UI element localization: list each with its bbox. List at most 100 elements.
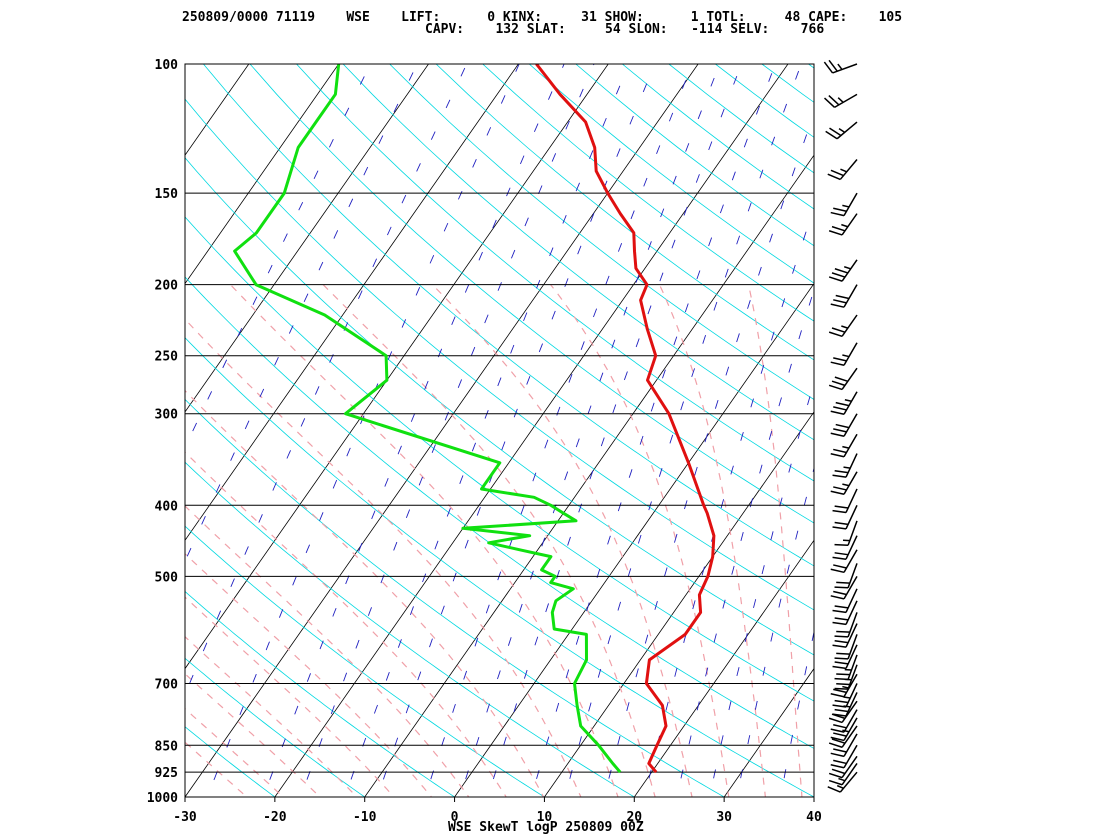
dry-adiabat-line	[185, 398, 725, 797]
wind-barb-full-flag	[830, 361, 845, 366]
wind-barb	[830, 471, 858, 496]
wind-barb-full-flag	[831, 225, 846, 232]
moist-adiabat-line	[748, 284, 803, 797]
sounding-header-line2: CAPV: 132 SLAT: 54 SLON: -114 SELV: 766	[425, 22, 825, 37]
wind-barb	[823, 59, 858, 74]
wind-barb	[830, 744, 858, 769]
wind-barb-full-flag	[828, 95, 840, 106]
dry-adiabat-line	[389, 64, 814, 400]
wind-barb-full-flag	[833, 732, 847, 737]
moist-adiabat-line	[432, 284, 693, 797]
dry-adiabat-line	[202, 64, 814, 567]
wind-barb-full-flag	[824, 97, 835, 108]
wind-barb-full-flag	[830, 752, 845, 758]
wind-barb-full-flag	[833, 688, 847, 694]
pressure-tick-label: 300	[155, 408, 179, 423]
wind-barb	[828, 763, 858, 786]
moist-adiabat-line	[185, 636, 358, 797]
wind-barb-shaft	[843, 413, 858, 437]
mixing-ratio-line	[709, 380, 814, 797]
wind-barb-shaft	[834, 93, 858, 108]
temperature-tick-label: 20	[626, 810, 642, 825]
wind-barb-shaft	[843, 284, 858, 308]
pressure-tick-label: 1000	[147, 791, 178, 806]
wind-barb-full-flag	[834, 617, 849, 621]
wind-barb	[830, 717, 858, 742]
wind-barb-full-flag	[834, 687, 849, 690]
wind-barb	[830, 284, 858, 308]
wind-barb-full-flag	[833, 207, 847, 212]
temperature-tick-label: -30	[173, 810, 197, 825]
dry-adiabat-line	[342, 64, 814, 441]
wind-barb	[832, 623, 858, 648]
dry-adiabat-line	[807, 64, 814, 69]
wind-barb-half-flag	[840, 168, 848, 173]
wind-barb-full-flag	[830, 595, 845, 600]
isotherm-line	[185, 64, 430, 413]
wind-barb-full-flag	[834, 708, 849, 713]
wind-barb	[830, 342, 858, 366]
wind-barb-shaft	[843, 342, 858, 366]
wind-barb-half-flag	[836, 784, 844, 789]
wind-barb-half-flag	[837, 63, 843, 70]
wind-barb	[832, 588, 858, 614]
wind-barb-full-flag	[830, 490, 845, 496]
wind-barb-full-flag	[834, 552, 849, 556]
wind-barb-full-flag	[828, 717, 843, 724]
wind-barb	[828, 213, 858, 236]
moist-adiabat-line	[185, 451, 507, 797]
wind-barb-shaft	[841, 213, 858, 236]
wind-barb-shaft	[845, 600, 858, 625]
wind-barb-full-flag	[831, 738, 846, 744]
moist-adiabat-line	[185, 318, 582, 797]
wind-barb-half-flag	[842, 354, 850, 358]
profiles	[233, 64, 716, 774]
sounding-header-line1: 250809/0000 71119 WSE LIFT: 0 KINX: 31 S…	[182, 10, 903, 25]
wind-barb	[834, 520, 858, 547]
wind-barb-full-flag	[830, 764, 845, 769]
wind-barb-shaft	[843, 471, 858, 495]
wind-barb-full-flag	[828, 230, 843, 236]
plot-frame	[184, 63, 815, 798]
wind-barb-full-flag	[833, 406, 847, 411]
isotherm-line	[274, 64, 789, 797]
temperature-tick-label: 30	[716, 810, 732, 825]
moist-adiabat-line	[658, 284, 767, 797]
pressure-tick-label: 400	[155, 499, 179, 514]
wind-barb	[834, 664, 858, 690]
isotherm-line	[0, 30, 93, 812]
wind-barb	[828, 259, 858, 282]
wind-barb	[832, 535, 858, 560]
wind-barb-full-flag	[832, 621, 847, 626]
temperature-tick-label: 10	[537, 810, 553, 825]
temperature-tick-label: 0	[451, 810, 459, 825]
wind-barb	[834, 563, 858, 589]
wind-barb	[830, 673, 858, 698]
wind-barb-full-flag	[834, 376, 849, 382]
dewpoint-profile-line	[233, 64, 622, 774]
wind-barb-half-flag	[837, 97, 844, 103]
wind-barb-full-flag	[835, 294, 850, 300]
wind-barb-shaft	[841, 700, 858, 723]
dry-adiabat-line	[185, 157, 814, 656]
wind-barb-half-flag	[838, 777, 846, 782]
wind-barb-half-flag	[838, 128, 846, 133]
moist-adiabat-line	[185, 596, 395, 797]
wind-barb	[832, 683, 858, 708]
wind-barb	[830, 192, 858, 217]
wind-barb-full-flag	[828, 59, 838, 72]
isotherm-line	[543, 411, 814, 797]
moist-adiabat-line	[230, 284, 619, 797]
wind-barb-full-flag	[834, 635, 849, 638]
wind-barb-full-flag	[827, 786, 841, 793]
isotherm-line	[723, 667, 814, 797]
wind-barb-shaft	[841, 259, 858, 282]
isotherm-line	[454, 282, 814, 797]
dry-adiabat-line	[435, 64, 814, 361]
temperature-profile-line	[535, 64, 716, 774]
pressure-tick-label: 150	[155, 187, 179, 202]
chart-title: WSE SkewT logP 250809 00Z	[448, 820, 644, 835]
dry-adiabat-line	[185, 657, 366, 797]
wind-barb-shaft	[843, 391, 858, 415]
isobars	[185, 63, 814, 798]
